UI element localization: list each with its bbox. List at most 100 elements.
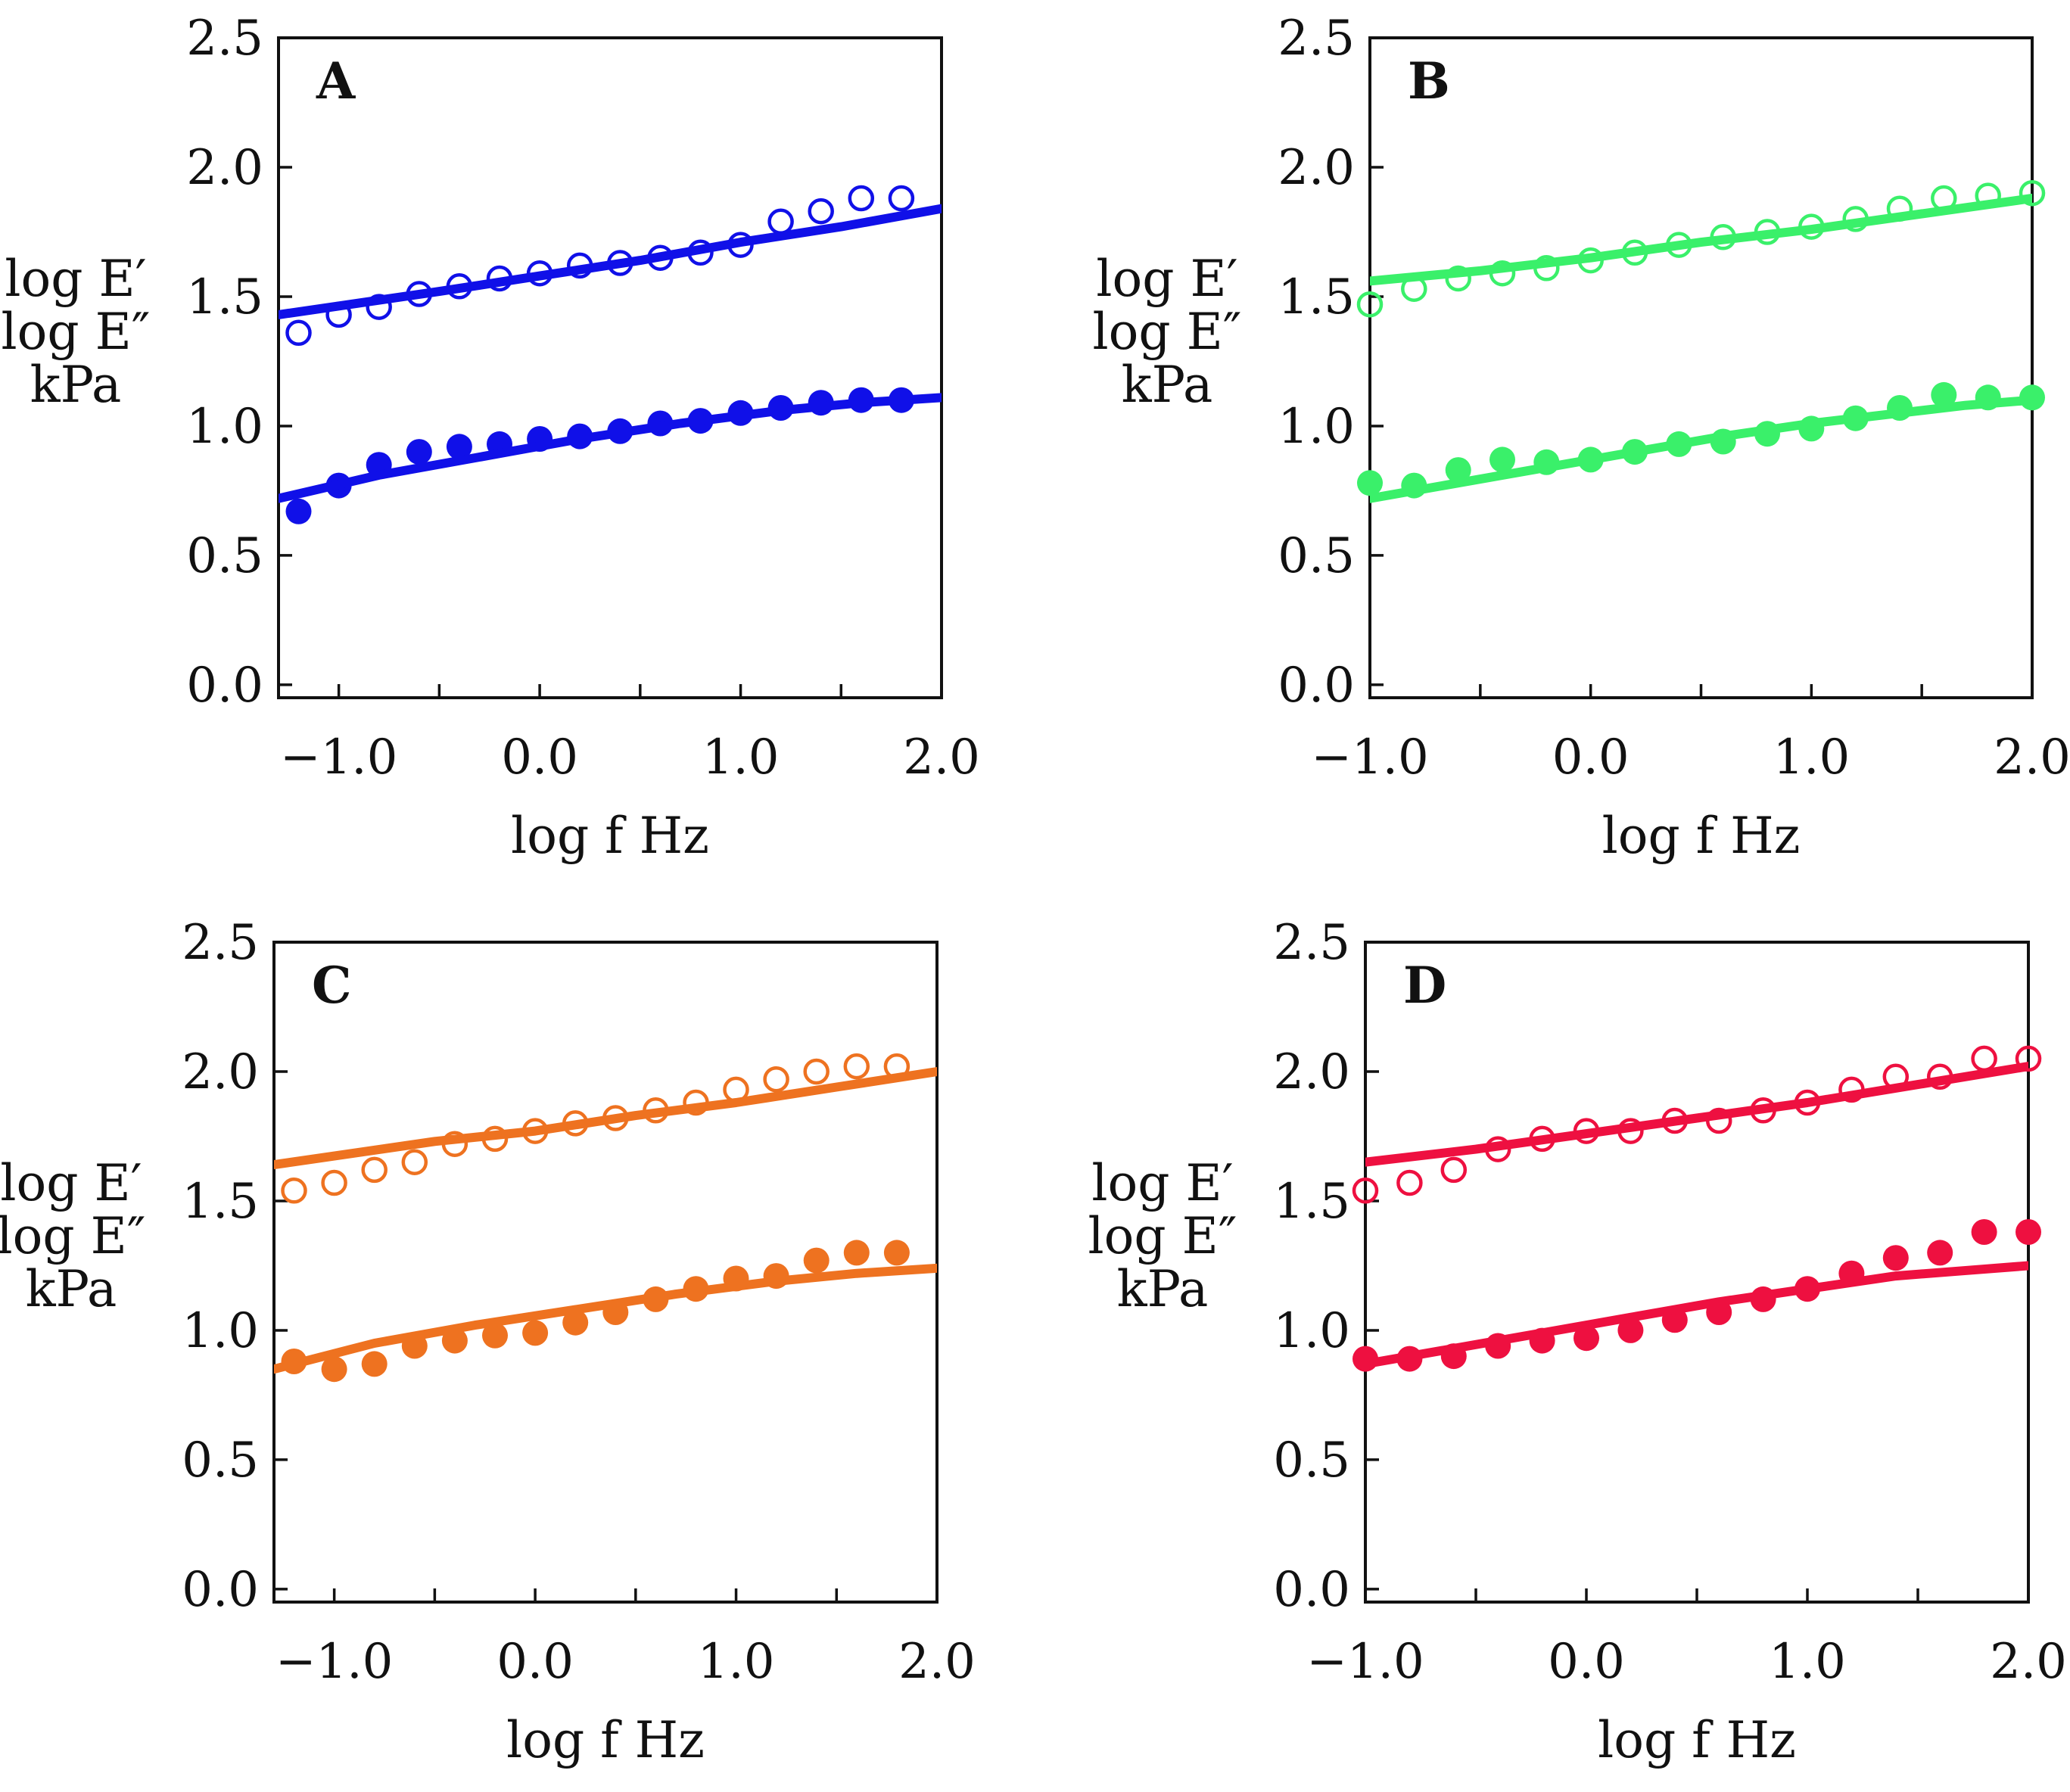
fit-line-storage bbox=[1365, 1062, 2028, 1167]
y-axis-label: log E′ bbox=[0, 1154, 142, 1212]
y-tick-label: 2.0 bbox=[1273, 1044, 1350, 1100]
x-tick-label: −1.0 bbox=[1311, 730, 1428, 786]
y-axis-label: log E′ bbox=[5, 250, 146, 308]
storage-point bbox=[281, 1178, 307, 1204]
plot-frame bbox=[1368, 36, 2034, 699]
x-tick-label: 1.0 bbox=[1769, 1634, 1846, 1690]
panel-label: C bbox=[312, 956, 352, 1015]
x-tick-label: −1.0 bbox=[280, 730, 397, 786]
y-axis-label: kPa bbox=[30, 356, 122, 414]
y-tick-label: 2.5 bbox=[186, 11, 263, 67]
x-axis-label: log f Hz bbox=[506, 1711, 705, 1769]
storage-point bbox=[848, 185, 875, 212]
plot-frame bbox=[277, 36, 943, 699]
panel-label: B bbox=[1408, 51, 1450, 110]
y-tick-label: 0.5 bbox=[1278, 528, 1355, 584]
fit-line-loss bbox=[279, 393, 942, 503]
x-tick-label: 0.0 bbox=[1552, 730, 1630, 786]
storage-point bbox=[803, 1058, 830, 1085]
storage-point bbox=[843, 1053, 870, 1080]
y-tick-label: 1.5 bbox=[1273, 1174, 1350, 1230]
fit-line-loss bbox=[274, 1263, 937, 1374]
loss-point bbox=[1445, 457, 1471, 484]
storage-point bbox=[321, 1169, 347, 1196]
loss-point bbox=[1574, 1325, 1599, 1352]
y-tick-label: 0.5 bbox=[182, 1433, 259, 1489]
loss-point bbox=[883, 1240, 910, 1266]
y-tick-label: 1.0 bbox=[1273, 1303, 1350, 1359]
x-axis-label: log f Hz bbox=[511, 807, 709, 865]
fit-line-loss bbox=[1370, 395, 2032, 503]
loss-point bbox=[843, 1240, 870, 1266]
x-tick-label: 0.0 bbox=[1548, 1634, 1625, 1690]
loss-point bbox=[406, 439, 432, 465]
storage-point bbox=[2019, 179, 2046, 207]
x-tick-label: 2.0 bbox=[1994, 730, 2070, 786]
loss-point bbox=[361, 1351, 388, 1377]
storage-point bbox=[1352, 1178, 1379, 1204]
y-axis-label: kPa bbox=[1122, 356, 1213, 414]
y-tick-label: 2.0 bbox=[186, 140, 263, 196]
storage-point bbox=[1445, 265, 1471, 292]
loss-point bbox=[482, 1322, 508, 1349]
y-tick-label: 1.0 bbox=[186, 399, 263, 455]
x-tick-label: 1.0 bbox=[1773, 730, 1850, 786]
y-tick-label: 2.5 bbox=[1273, 915, 1350, 971]
y-tick-label: 1.0 bbox=[1278, 399, 1355, 455]
loss-point bbox=[1489, 446, 1515, 473]
loss-point bbox=[1931, 381, 1957, 408]
y-tick-label: 0.0 bbox=[1278, 658, 1355, 714]
y-axis-label: kPa bbox=[26, 1260, 117, 1318]
y-tick-label: 1.5 bbox=[186, 269, 263, 325]
storage-point bbox=[808, 198, 834, 225]
y-tick-label: 0.0 bbox=[182, 1562, 259, 1618]
loss-point bbox=[2016, 1219, 2041, 1245]
loss-point bbox=[522, 1320, 549, 1346]
panel-label: D bbox=[1403, 956, 1446, 1015]
fit-line-storage bbox=[274, 1067, 937, 1170]
x-tick-label: 0.0 bbox=[496, 1634, 574, 1690]
loss-point bbox=[803, 1247, 830, 1274]
loss-point bbox=[1617, 1317, 1644, 1343]
x-tick-label: 1.0 bbox=[698, 1634, 775, 1690]
y-axis-label: log E′ bbox=[1091, 1154, 1233, 1212]
y-tick-label: 2.5 bbox=[1278, 11, 1355, 67]
storage-point bbox=[1396, 1169, 1423, 1196]
x-tick-label: 2.0 bbox=[1990, 1634, 2067, 1690]
loss-point bbox=[1357, 470, 1383, 496]
x-tick-label: 2.0 bbox=[903, 730, 980, 786]
y-tick-label: 2.5 bbox=[182, 915, 259, 971]
y-axis-label: log E″ bbox=[1088, 1207, 1237, 1265]
y-axis-label: log E″ bbox=[2, 303, 151, 361]
fit-line-storage bbox=[279, 204, 942, 319]
x-tick-label: 1.0 bbox=[702, 730, 780, 786]
storage-point bbox=[1440, 1156, 1468, 1184]
x-axis-label: log f Hz bbox=[1598, 1711, 1796, 1769]
y-tick-label: 2.0 bbox=[182, 1044, 259, 1100]
y-axis-label: kPa bbox=[1117, 1260, 1209, 1318]
storage-point bbox=[1356, 291, 1384, 318]
loss-point bbox=[285, 498, 312, 524]
storage-point bbox=[361, 1156, 388, 1184]
storage-point bbox=[1971, 1045, 1997, 1072]
x-tick-label: 2.0 bbox=[898, 1634, 976, 1690]
loss-point bbox=[1971, 1219, 1997, 1245]
y-tick-label: 1.5 bbox=[182, 1174, 259, 1230]
fit-line-storage bbox=[1370, 194, 2032, 286]
storage-point bbox=[763, 1066, 789, 1093]
x-tick-label: 0.0 bbox=[501, 730, 578, 786]
y-tick-label: 0.5 bbox=[1273, 1433, 1350, 1489]
storage-point bbox=[285, 319, 312, 347]
panel-label: A bbox=[316, 51, 356, 110]
y-tick-label: 1.0 bbox=[182, 1303, 259, 1359]
x-axis-label: log f Hz bbox=[1602, 807, 1801, 865]
storage-point bbox=[888, 185, 915, 212]
x-tick-label: −1.0 bbox=[1306, 1634, 1424, 1690]
y-axis-label: log E″ bbox=[1093, 303, 1242, 361]
loss-point bbox=[1882, 1245, 1909, 1271]
